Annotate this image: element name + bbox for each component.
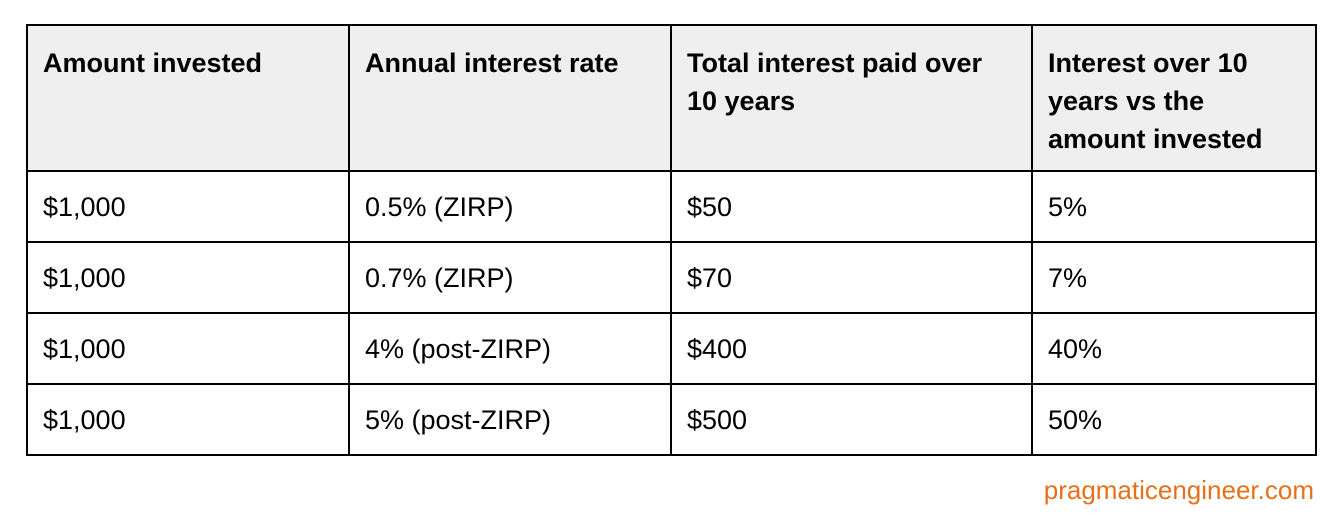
source-watermark: pragmaticengineer.com	[1043, 475, 1314, 505]
interest-comparison-table: Amount invested Annual interest rate Tot…	[26, 24, 1317, 456]
table-row: $1,000 0.5% (ZIRP) $50 5%	[26, 170, 1317, 243]
header-annual-interest-rate: Annual interest rate	[348, 24, 672, 172]
cell-amount-invested: $1,000	[26, 312, 350, 385]
cell-total-interest-paid: $70	[670, 241, 1033, 314]
cell-amount-invested: $1,000	[26, 241, 350, 314]
cell-total-interest-paid: $500	[670, 383, 1033, 456]
table-row: $1,000 5% (post-ZIRP) $500 50%	[26, 383, 1317, 456]
cell-interest-vs-amount: 5%	[1031, 170, 1317, 243]
cell-annual-interest-rate: 0.7% (ZIRP)	[348, 241, 672, 314]
cell-annual-interest-rate: 5% (post-ZIRP)	[348, 383, 672, 456]
header-total-interest-paid: Total interest paid over 10 years	[670, 24, 1033, 172]
header-interest-vs-amount: Interest over 10 years vs the amount inv…	[1031, 24, 1317, 172]
table-row: $1,000 4% (post-ZIRP) $400 40%	[26, 312, 1317, 385]
cell-interest-vs-amount: 40%	[1031, 312, 1317, 385]
table-header: Amount invested Annual interest rate Tot…	[26, 24, 1317, 172]
cell-annual-interest-rate: 0.5% (ZIRP)	[348, 170, 672, 243]
cell-interest-vs-amount: 7%	[1031, 241, 1317, 314]
cell-total-interest-paid: $400	[670, 312, 1033, 385]
header-amount-invested: Amount invested	[26, 24, 350, 172]
table-row: $1,000 0.7% (ZIRP) $70 7%	[26, 241, 1317, 314]
cell-total-interest-paid: $50	[670, 170, 1033, 243]
cell-amount-invested: $1,000	[26, 383, 350, 456]
cell-amount-invested: $1,000	[26, 170, 350, 243]
header-row: Amount invested Annual interest rate Tot…	[26, 24, 1317, 172]
table-body: $1,000 0.5% (ZIRP) $50 5% $1,000 0.7% (Z…	[26, 170, 1317, 456]
cell-annual-interest-rate: 4% (post-ZIRP)	[348, 312, 672, 385]
cell-interest-vs-amount: 50%	[1031, 383, 1317, 456]
